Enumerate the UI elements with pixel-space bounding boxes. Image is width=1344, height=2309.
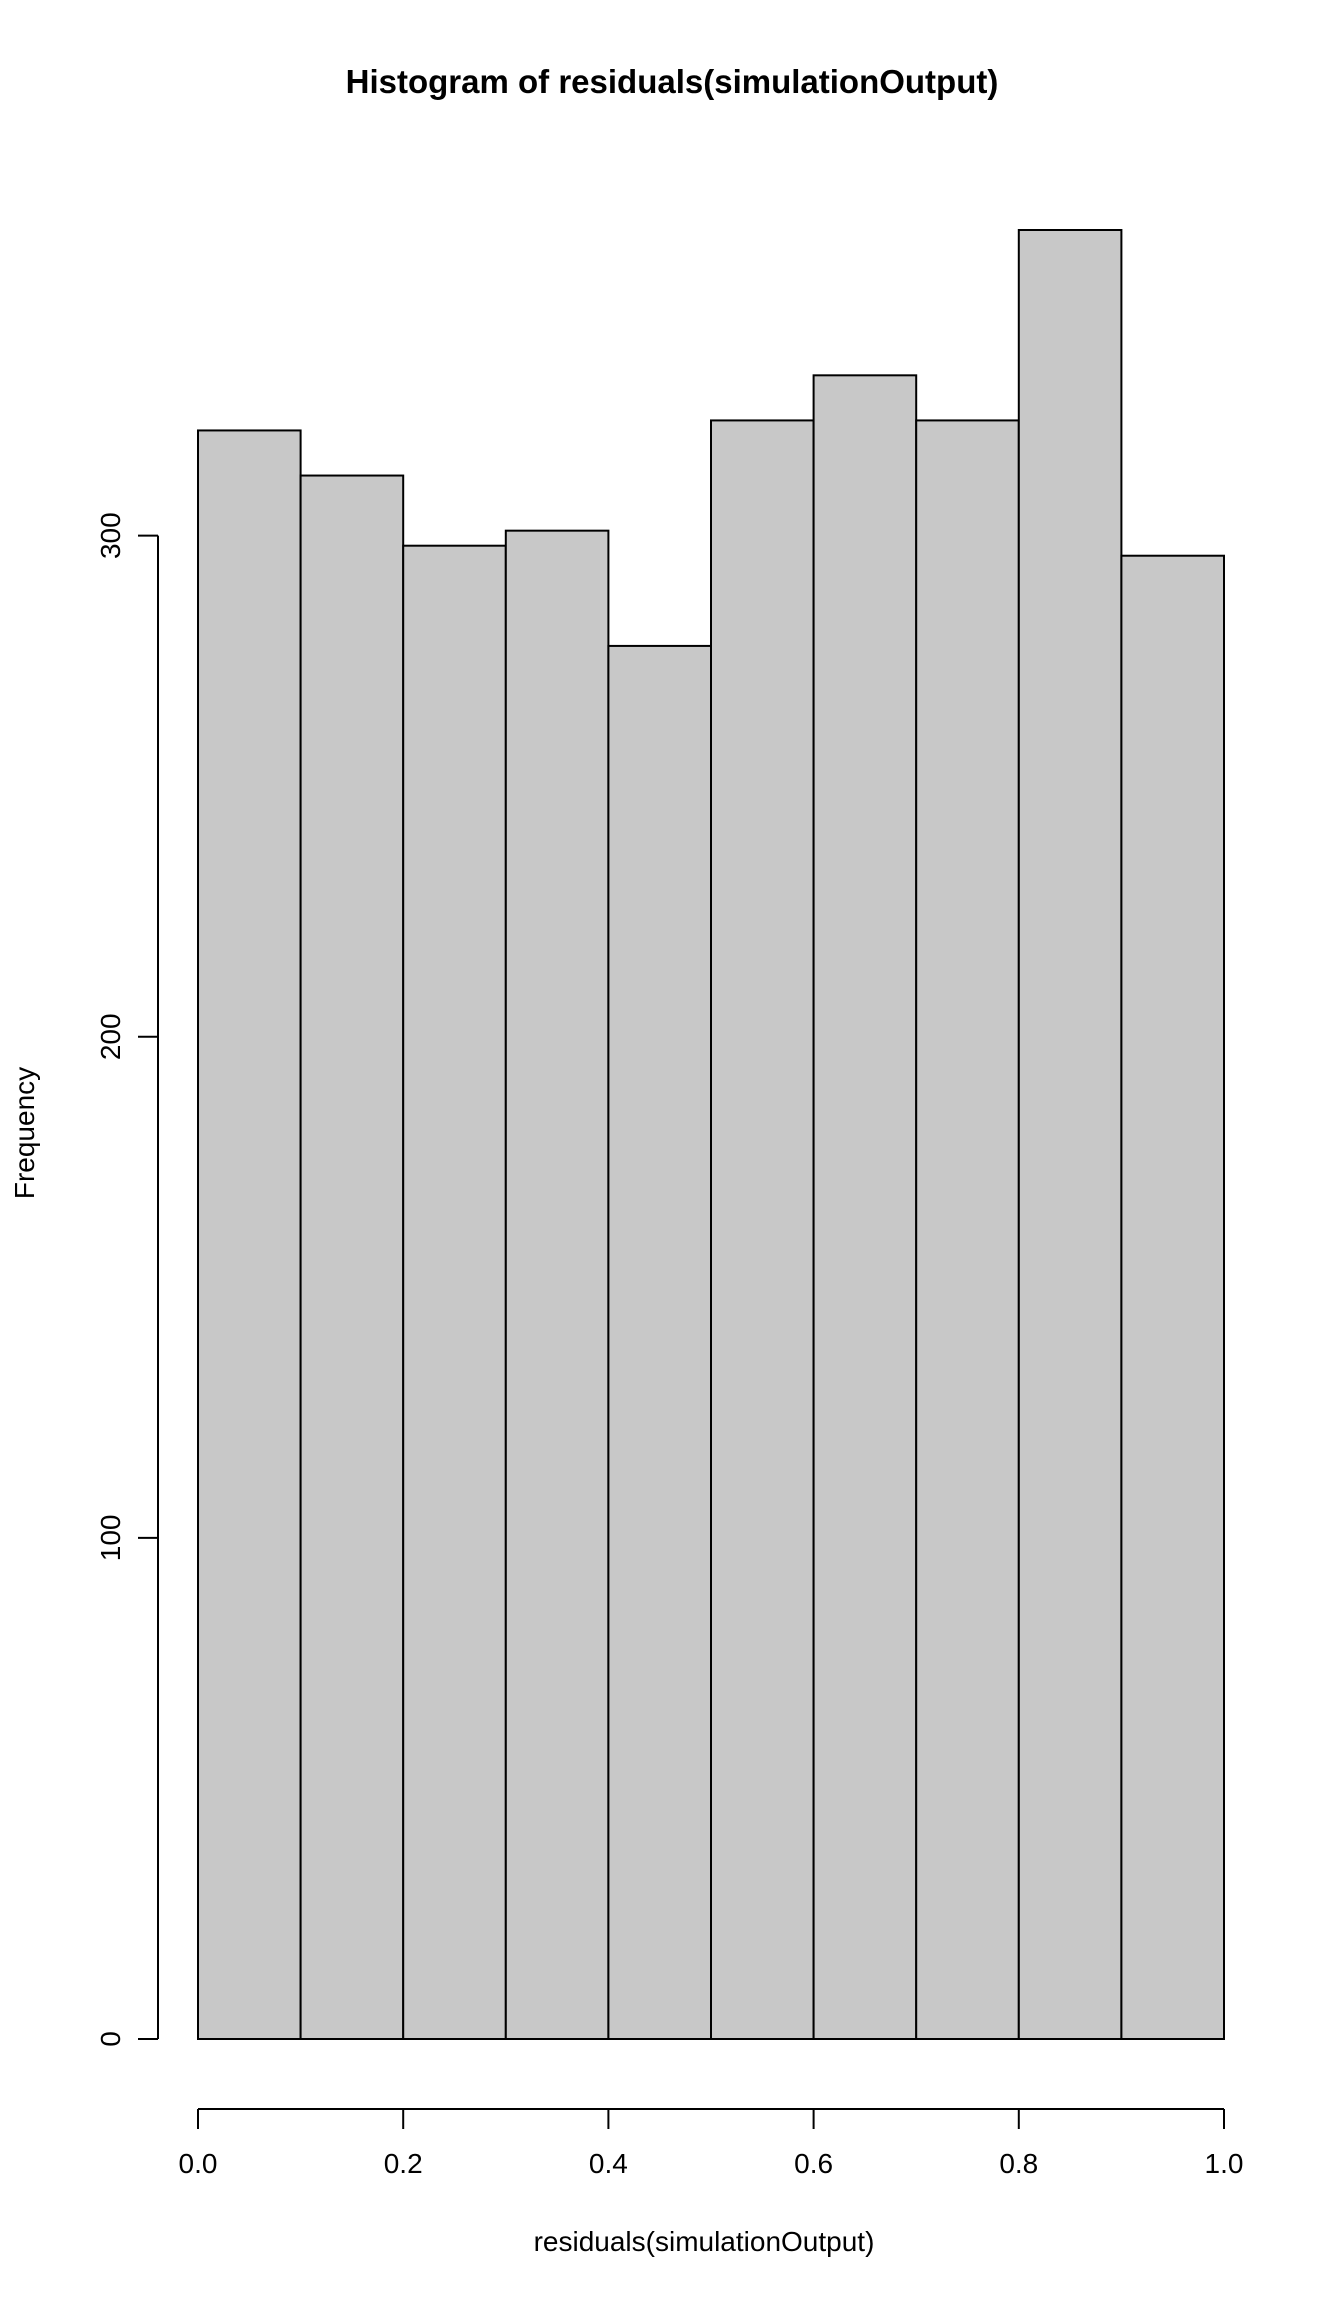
x-axis-label: residuals(simulationOutput)	[534, 2226, 875, 2257]
histogram-bar	[402, 544, 507, 2040]
histogram-bar	[1017, 229, 1123, 2040]
histogram-bar	[197, 429, 302, 2040]
y-axis: 0 100 200 300	[95, 512, 159, 2047]
y-tick-label: 300	[95, 512, 126, 559]
histogram-bar	[710, 419, 815, 2041]
histogram-bar	[915, 419, 1020, 2041]
x-tick-label: 0.0	[179, 2148, 218, 2179]
x-tick-label: 0.6	[794, 2148, 833, 2179]
histogram-bars	[197, 229, 1226, 2041]
x-tick-label: 0.4	[589, 2148, 628, 2179]
y-tick-label: 0	[95, 2031, 126, 2047]
x-tick-label: 0.2	[384, 2148, 423, 2179]
chart-title: Histogram of residuals(simulationOutput)	[346, 63, 999, 100]
x-tick-label: 0.8	[999, 2148, 1038, 2179]
histogram-bar	[1120, 554, 1226, 2040]
histogram-bar	[812, 374, 918, 2041]
histogram-bar	[607, 644, 713, 2040]
y-tick-label: 100	[95, 1515, 126, 1562]
y-tick-label: 200	[95, 1013, 126, 1060]
x-axis: 0.0 0.2 0.4 0.6 0.8 1.0	[179, 2108, 1244, 2179]
y-axis-label: Frequency	[9, 1067, 40, 1199]
histogram-bar	[504, 529, 610, 2040]
x-tick-label: 1.0	[1205, 2148, 1244, 2179]
histogram-bar	[299, 474, 405, 2040]
